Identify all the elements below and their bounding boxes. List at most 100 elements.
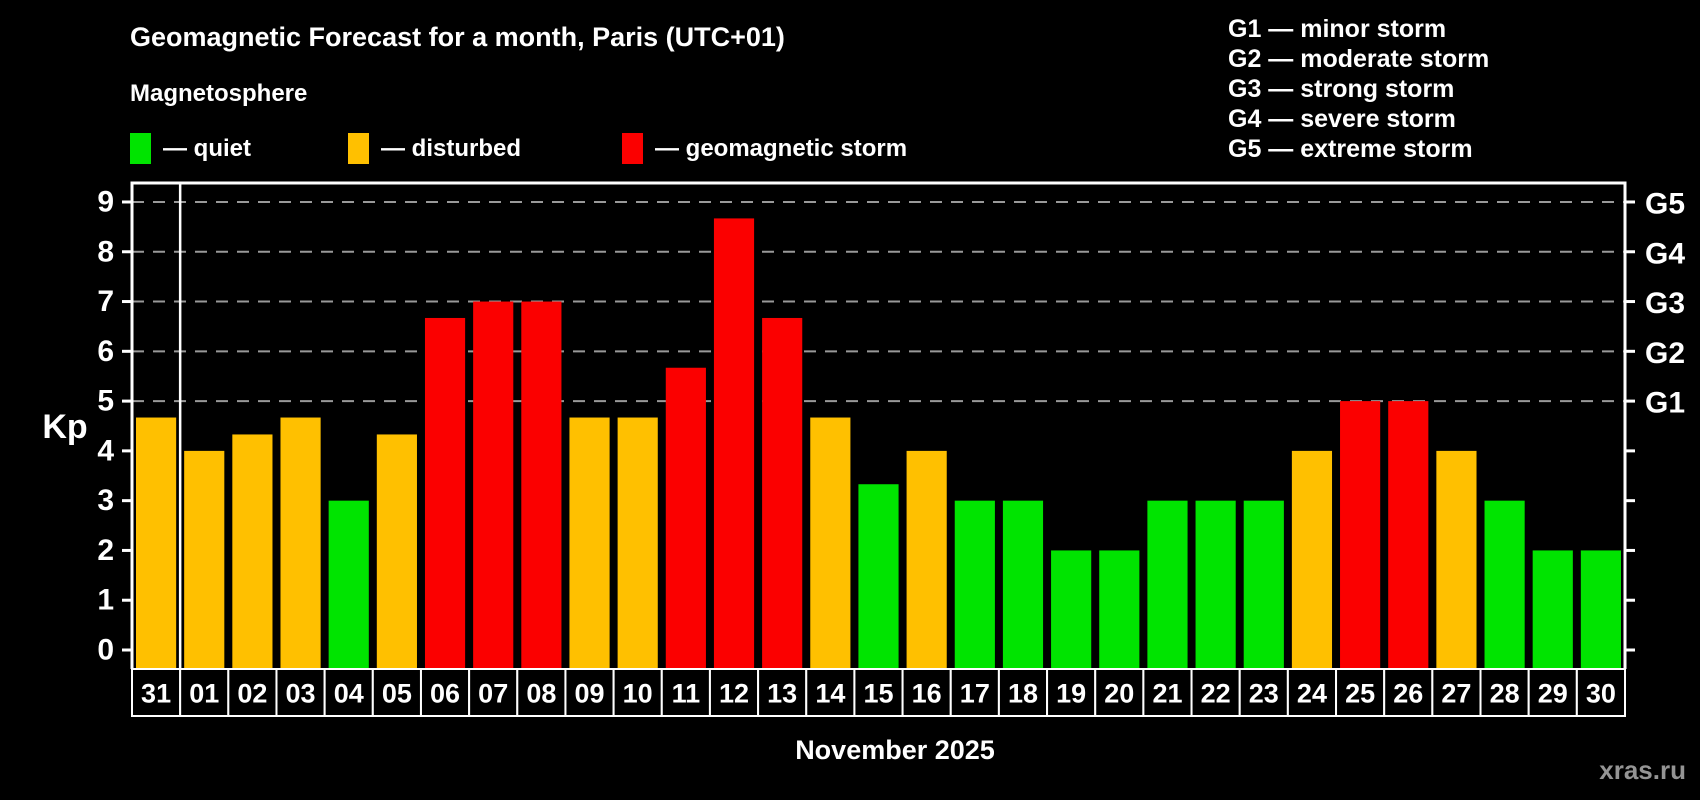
magnetosphere-label: Magnetosphere bbox=[130, 80, 308, 107]
legend-item-quiet: — quiet bbox=[130, 133, 251, 164]
y-tick-label-0: 0 bbox=[97, 634, 114, 667]
day-label-20: 20 bbox=[1104, 679, 1134, 709]
y-tick-label-1: 1 bbox=[97, 584, 114, 617]
bar-day-11 bbox=[665, 367, 706, 669]
day-label-15: 15 bbox=[863, 679, 893, 709]
y-tick-label-5: 5 bbox=[97, 385, 114, 418]
day-label-13: 13 bbox=[767, 679, 797, 709]
y-tick-label-9: 9 bbox=[97, 185, 114, 218]
bar-day-17 bbox=[954, 500, 995, 669]
month-label: November 2025 bbox=[795, 735, 995, 765]
storm-scale-legend: G1 — minor storm G2 — moderate storm G3 … bbox=[1228, 14, 1489, 164]
day-label-18: 18 bbox=[1008, 679, 1038, 709]
bar-day-13 bbox=[762, 317, 803, 669]
g2-legend-line: G2 — moderate storm bbox=[1228, 45, 1490, 73]
bar-day-04 bbox=[328, 500, 369, 669]
day-cell-29 bbox=[1527, 668, 1578, 717]
day-label-24: 24 bbox=[1297, 679, 1327, 709]
bar-day-25 bbox=[1340, 401, 1381, 669]
day-label-09: 09 bbox=[575, 679, 605, 709]
day-label-30: 30 bbox=[1586, 679, 1616, 709]
day-cell-11 bbox=[660, 668, 711, 717]
bar-day-20 bbox=[1099, 550, 1140, 669]
bar-day-23 bbox=[1243, 500, 1284, 669]
bar-day-10 bbox=[617, 417, 658, 669]
day-cell-30 bbox=[1575, 668, 1627, 717]
bar-day-29 bbox=[1532, 550, 1573, 669]
quiet-color-swatch bbox=[130, 133, 151, 164]
day-label-27: 27 bbox=[1441, 679, 1471, 709]
day-label-19: 19 bbox=[1056, 679, 1086, 709]
day-label-05: 05 bbox=[382, 679, 412, 709]
day-cell-09 bbox=[564, 668, 615, 717]
bar-day-09 bbox=[569, 417, 610, 669]
day-cell-04 bbox=[323, 668, 374, 717]
day-label-17: 17 bbox=[960, 679, 990, 709]
day-label-26: 26 bbox=[1393, 679, 1423, 709]
day-label-22: 22 bbox=[1201, 679, 1231, 709]
day-label-03: 03 bbox=[286, 679, 316, 709]
kp-axis-label: Kp bbox=[42, 408, 88, 446]
day-cell-03 bbox=[275, 668, 326, 717]
bar-day-27 bbox=[1436, 450, 1477, 669]
day-label-12: 12 bbox=[719, 679, 749, 709]
day-cell-13 bbox=[757, 668, 808, 717]
bar-day-05 bbox=[376, 434, 417, 669]
bar-day-06 bbox=[424, 317, 466, 669]
legend-item-storm: — geomagnetic storm bbox=[622, 133, 907, 164]
day-label-06: 06 bbox=[430, 679, 460, 709]
bar-day-24 bbox=[1291, 450, 1333, 669]
bar-day-02 bbox=[232, 434, 273, 669]
bar-day-08 bbox=[521, 301, 562, 669]
bar-day-16 bbox=[906, 450, 947, 669]
day-label-16: 16 bbox=[912, 679, 942, 709]
y-tick-label-4: 4 bbox=[97, 434, 114, 467]
y-tick-label-8: 8 bbox=[97, 235, 114, 268]
day-label-01: 01 bbox=[189, 679, 219, 709]
bar-day-30 bbox=[1580, 550, 1621, 669]
day-label-08: 08 bbox=[526, 679, 556, 709]
page-title: Geomagnetic Forecast for a month, Paris … bbox=[130, 22, 785, 52]
right-axis-label-G4: G4 bbox=[1645, 237, 1685, 270]
right-axis-label-G3: G3 bbox=[1645, 287, 1685, 320]
legend-item-disturbed: — disturbed bbox=[348, 133, 521, 164]
y-tick-label-7: 7 bbox=[97, 285, 114, 318]
day-label-02: 02 bbox=[237, 679, 267, 709]
storm-color-swatch bbox=[622, 133, 643, 164]
bar-day-21 bbox=[1147, 500, 1188, 669]
xras-watermark: xras.ru bbox=[1599, 755, 1686, 785]
day-cell-20 bbox=[1094, 668, 1145, 717]
day-cell-18 bbox=[997, 668, 1049, 717]
day-cell-25 bbox=[1335, 668, 1386, 717]
y-tick-label-6: 6 bbox=[97, 335, 114, 368]
g3-legend-line: G3 — strong storm bbox=[1228, 75, 1455, 103]
day-cell-19 bbox=[1046, 668, 1097, 717]
day-cell-12 bbox=[708, 668, 760, 717]
day-label-31: 31 bbox=[141, 679, 171, 709]
y-tick-label-3: 3 bbox=[97, 484, 114, 517]
bar-day-22 bbox=[1195, 500, 1236, 669]
right-axis-label-G5: G5 bbox=[1645, 187, 1685, 220]
bar-day-19 bbox=[1051, 550, 1092, 669]
g4-legend-line: G4 — severe storm bbox=[1228, 105, 1456, 133]
bar-day-15 bbox=[858, 484, 899, 669]
storm-label: — geomagnetic storm bbox=[655, 134, 908, 162]
day-cell-08 bbox=[516, 668, 567, 717]
bar-day-14 bbox=[810, 417, 851, 669]
bar-day-26 bbox=[1388, 401, 1429, 669]
day-label-23: 23 bbox=[1249, 679, 1279, 709]
day-label-21: 21 bbox=[1152, 679, 1182, 709]
disturbed-label: — disturbed bbox=[381, 134, 522, 162]
bar-day-07 bbox=[473, 301, 514, 669]
bar-day-18 bbox=[1002, 500, 1044, 669]
day-label-07: 07 bbox=[478, 679, 508, 709]
day-label-04: 04 bbox=[334, 679, 364, 709]
day-label-14: 14 bbox=[815, 679, 845, 709]
day-cell-22 bbox=[1190, 668, 1241, 717]
day-cell-02 bbox=[227, 668, 278, 717]
quiet-label: — quiet bbox=[163, 134, 251, 162]
bar-day-03 bbox=[280, 417, 321, 669]
right-axis-label-G1: G1 bbox=[1645, 387, 1685, 420]
